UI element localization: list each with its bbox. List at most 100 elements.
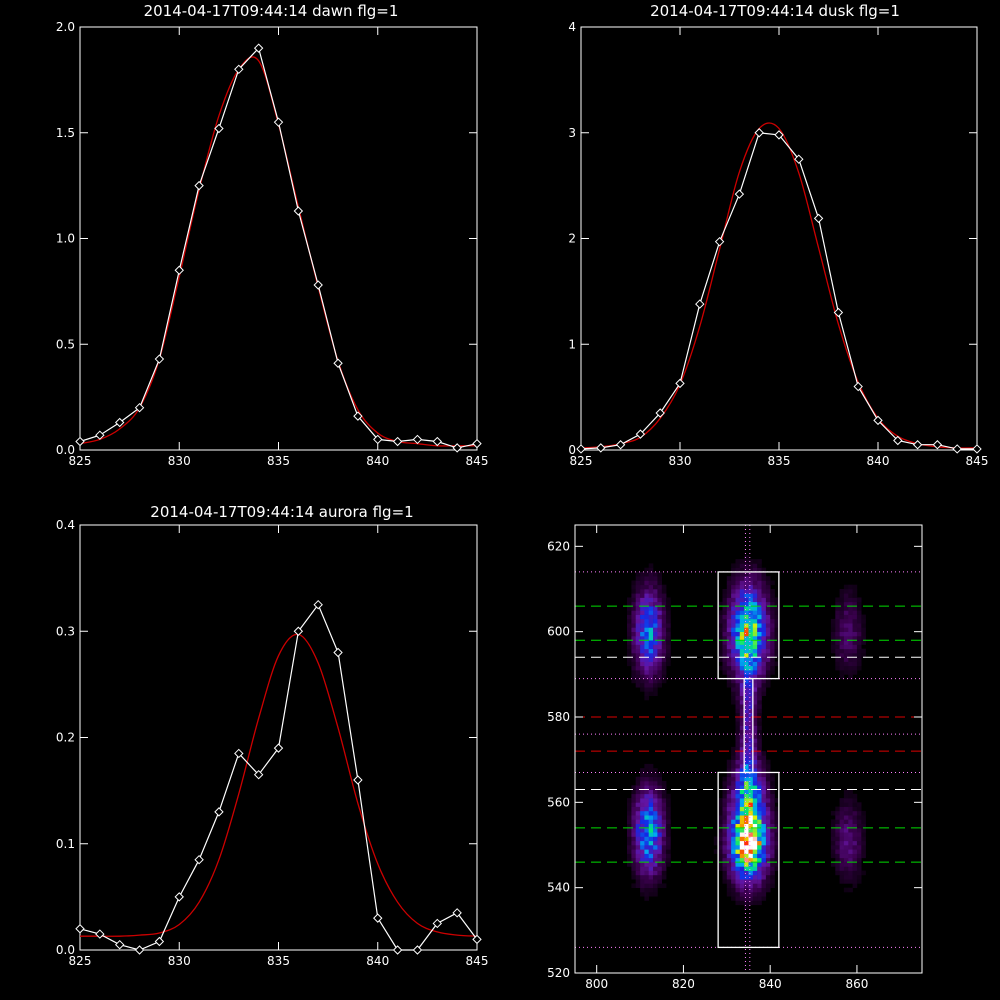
heatmap-cell bbox=[644, 827, 649, 833]
heatmap-cell bbox=[744, 631, 749, 637]
heatmap-cell bbox=[752, 862, 758, 867]
heatmap-cell bbox=[735, 734, 741, 739]
heatmap-cell bbox=[765, 635, 771, 641]
heatmap-cell bbox=[635, 781, 641, 786]
heatmap-cell bbox=[761, 823, 767, 829]
heatmap-cell bbox=[752, 836, 758, 842]
heatmap-cell bbox=[761, 793, 767, 799]
heatmap-cell bbox=[848, 874, 853, 880]
heatmap-cell bbox=[627, 648, 632, 654]
heatmap-cell bbox=[648, 597, 654, 603]
heatmap-cell bbox=[744, 571, 749, 577]
heatmap-cell bbox=[752, 721, 758, 726]
heatmap-cell bbox=[856, 866, 862, 871]
heatmap-cell bbox=[735, 832, 741, 837]
heatmap-cell bbox=[752, 874, 758, 880]
heatmap-cell bbox=[640, 571, 645, 577]
heatmap-cell bbox=[731, 584, 736, 590]
heatmap-cell bbox=[726, 678, 732, 684]
heatmap-cell bbox=[752, 593, 758, 598]
heatmap-cell bbox=[843, 584, 849, 590]
aurora-y-tick-label: 0.2 bbox=[56, 731, 75, 745]
heatmap-cell bbox=[848, 635, 853, 641]
heatmap-cell bbox=[835, 601, 840, 607]
dawn-x-tick-label: 840 bbox=[366, 454, 389, 468]
heatmap-cell bbox=[726, 849, 732, 854]
dawn-data-point bbox=[452, 443, 462, 453]
heatmap-cell bbox=[661, 670, 667, 675]
heatmap-cell bbox=[666, 627, 671, 632]
heatmap-cell bbox=[757, 580, 762, 586]
heatmap-cell bbox=[731, 887, 736, 893]
heatmap-cell bbox=[661, 866, 667, 871]
heatmap-cell bbox=[644, 576, 649, 581]
heatmap-cell bbox=[627, 618, 632, 624]
heatmap-cell bbox=[726, 879, 732, 884]
heatmap-cell bbox=[726, 670, 732, 675]
heatmap-cell bbox=[748, 840, 754, 846]
aurora-data-point bbox=[273, 743, 284, 753]
heatmap-cell bbox=[739, 776, 745, 782]
heatmap-cell bbox=[653, 827, 658, 833]
heatmap-cell bbox=[835, 597, 840, 603]
heatmap-cell bbox=[657, 862, 662, 867]
heatmap-cell bbox=[726, 580, 732, 586]
heatmap-cells bbox=[627, 554, 866, 910]
dawn-y-axis: 0.00.51.01.52.0 bbox=[56, 20, 477, 457]
heatmap-overlays bbox=[575, 525, 922, 973]
heatmap-cell bbox=[644, 614, 649, 620]
heatmap-cell bbox=[657, 815, 662, 820]
heatmap-cell bbox=[726, 883, 732, 888]
heatmap-cell bbox=[852, 670, 858, 675]
heatmap-cell bbox=[635, 589, 641, 594]
heatmap-cell bbox=[726, 593, 732, 598]
heatmap-cell bbox=[726, 763, 732, 769]
heatmap-cell bbox=[861, 819, 866, 824]
heatmap-cell bbox=[761, 674, 767, 679]
heatmap-cell bbox=[661, 618, 667, 624]
heatmap-cell bbox=[770, 665, 775, 671]
heatmap-cell bbox=[739, 657, 745, 662]
heatmap-cell bbox=[757, 870, 762, 876]
heatmap-cell bbox=[631, 644, 636, 650]
heatmap-cell bbox=[848, 866, 853, 871]
heatmap-cell bbox=[718, 849, 723, 854]
heatmap-cell bbox=[648, 610, 654, 615]
aurora-x-tick-label: 835 bbox=[267, 954, 290, 968]
heatmap-cell bbox=[735, 887, 741, 893]
heatmap-cell bbox=[735, 678, 741, 684]
heatmap-cell bbox=[770, 823, 775, 829]
heatmap-cell bbox=[848, 827, 853, 833]
heatmap-cell bbox=[761, 580, 767, 586]
heatmap-cell bbox=[657, 827, 662, 833]
heatmap-cell bbox=[644, 661, 649, 667]
heatmap-cell bbox=[718, 853, 723, 859]
heatmap-cell bbox=[748, 729, 754, 735]
heatmap-cell bbox=[726, 857, 732, 863]
dawn-data-point bbox=[472, 438, 482, 449]
heatmap-cell bbox=[722, 832, 728, 837]
heatmap-cell bbox=[739, 840, 745, 846]
heatmap-cell bbox=[657, 798, 662, 803]
heatmap-cell bbox=[666, 631, 671, 637]
heatmap-cell bbox=[770, 623, 775, 628]
heatmap-cell bbox=[648, 789, 654, 795]
heatmap-cell bbox=[748, 597, 754, 603]
heatmap-cell bbox=[653, 819, 658, 824]
heatmap-cell bbox=[653, 853, 658, 859]
heatmap-cell bbox=[735, 729, 741, 735]
heatmap-cell bbox=[726, 806, 732, 812]
heatmap-cell bbox=[653, 674, 658, 679]
heatmap-cell bbox=[761, 802, 767, 807]
heatmap-cell bbox=[861, 631, 866, 637]
heatmap-cell bbox=[644, 870, 649, 876]
heatmap-cell bbox=[726, 665, 732, 671]
aurora-series bbox=[75, 599, 482, 955]
heatmap-cell bbox=[635, 870, 641, 876]
heatmap-cell bbox=[731, 857, 736, 863]
heatmap-cell bbox=[761, 627, 767, 632]
heatmap-cell bbox=[735, 823, 741, 829]
dawn-data-point bbox=[293, 206, 304, 216]
heatmap-cell bbox=[627, 849, 632, 854]
